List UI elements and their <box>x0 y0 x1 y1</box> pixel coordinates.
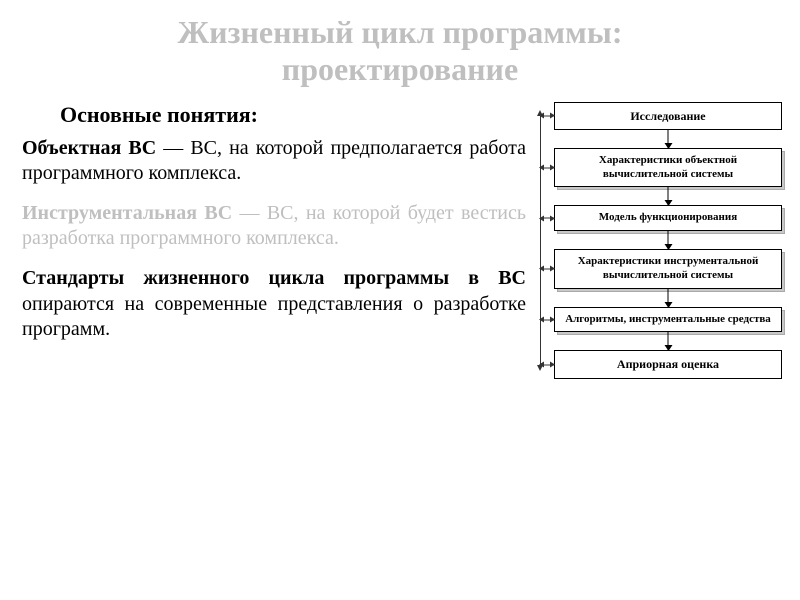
page-title: Жизненный цикл программы: проектирование <box>0 0 800 88</box>
flow-node-box: Характеристики объектной вычислительной … <box>554 148 782 188</box>
flow-node-label: Характеристики инструментальной вычислит… <box>578 255 759 281</box>
flow-node: Алгоритмы, инструментальные средства <box>554 307 782 333</box>
flow-node: Модель функционирования <box>554 205 782 231</box>
flow-node-box: Алгоритмы, инструментальные средства <box>554 307 782 333</box>
flow-node-box: Характеристики инструментальной вычислит… <box>554 249 782 289</box>
flow-node-shadow-wrap: Модель функционирования <box>554 205 782 231</box>
flowchart: Исследование Характеристики объектной вы… <box>532 102 782 379</box>
flow-node-label: Априорная оценка <box>617 357 719 371</box>
flow-node-label: Исследование <box>630 109 705 123</box>
side-connector-icon <box>540 115 554 116</box>
side-connector-icon <box>540 319 554 320</box>
down-arrow-icon <box>668 187 669 205</box>
content-area: Основные понятия: Объектная ВС — ВС, на … <box>0 88 800 379</box>
down-arrow-icon <box>668 130 669 148</box>
side-connector-icon <box>540 167 554 168</box>
flow-node: Априорная оценка <box>554 350 782 378</box>
flow-node-box: Априорная оценка <box>554 350 782 378</box>
down-arrow-icon <box>668 289 669 307</box>
paragraph-1: Объектная ВС — ВС, на которой предполага… <box>22 136 526 187</box>
subtitle: Основные понятия: <box>60 102 526 128</box>
side-connector-icon <box>540 268 554 269</box>
title-line-1: Жизненный цикл программы: <box>178 14 623 50</box>
side-connector-icon <box>540 364 554 365</box>
side-connector-icon <box>540 218 554 219</box>
flow-node-box: Модель функционирования <box>554 205 782 231</box>
para1-term: Объектная ВС <box>22 137 156 159</box>
paragraph-2: Инструментальная ВС — ВС, на которой буд… <box>22 201 526 252</box>
paragraph-3: Стандарты жизненного цикла программы в В… <box>22 266 526 343</box>
flow-node-label: Алгоритмы, инструментальные средства <box>565 313 771 325</box>
flowchart-column: Исследование Характеристики объектной вы… <box>532 96 782 379</box>
para3-term: Стандарты жизненного цикла программы в В… <box>22 267 526 289</box>
flow-node: Характеристики инструментальной вычислит… <box>554 249 782 289</box>
down-arrow-icon <box>668 332 669 350</box>
flow-node-box: Исследование <box>554 102 782 130</box>
flow-node: Характеристики объектной вычислительной … <box>554 148 782 188</box>
flow-node-shadow-wrap: Характеристики инструментальной вычислит… <box>554 249 782 289</box>
para2-term: Инструментальная ВС <box>22 202 232 224</box>
flow-rail <box>540 116 541 365</box>
title-line-2: проектирование <box>282 51 518 87</box>
down-arrow-icon <box>668 231 669 249</box>
flow-node-label: Характеристики объектной вычислительной … <box>599 154 737 180</box>
flow-node: Исследование <box>554 102 782 130</box>
flow-node-label: Модель функционирования <box>599 211 737 223</box>
flow-node-shadow-wrap: Характеристики объектной вычислительной … <box>554 148 782 188</box>
para3-text: опираются на современные представления о… <box>22 293 526 341</box>
left-column: Основные понятия: Объектная ВС — ВС, на … <box>22 96 532 379</box>
flow-node-shadow-wrap: Алгоритмы, инструментальные средства <box>554 307 782 333</box>
